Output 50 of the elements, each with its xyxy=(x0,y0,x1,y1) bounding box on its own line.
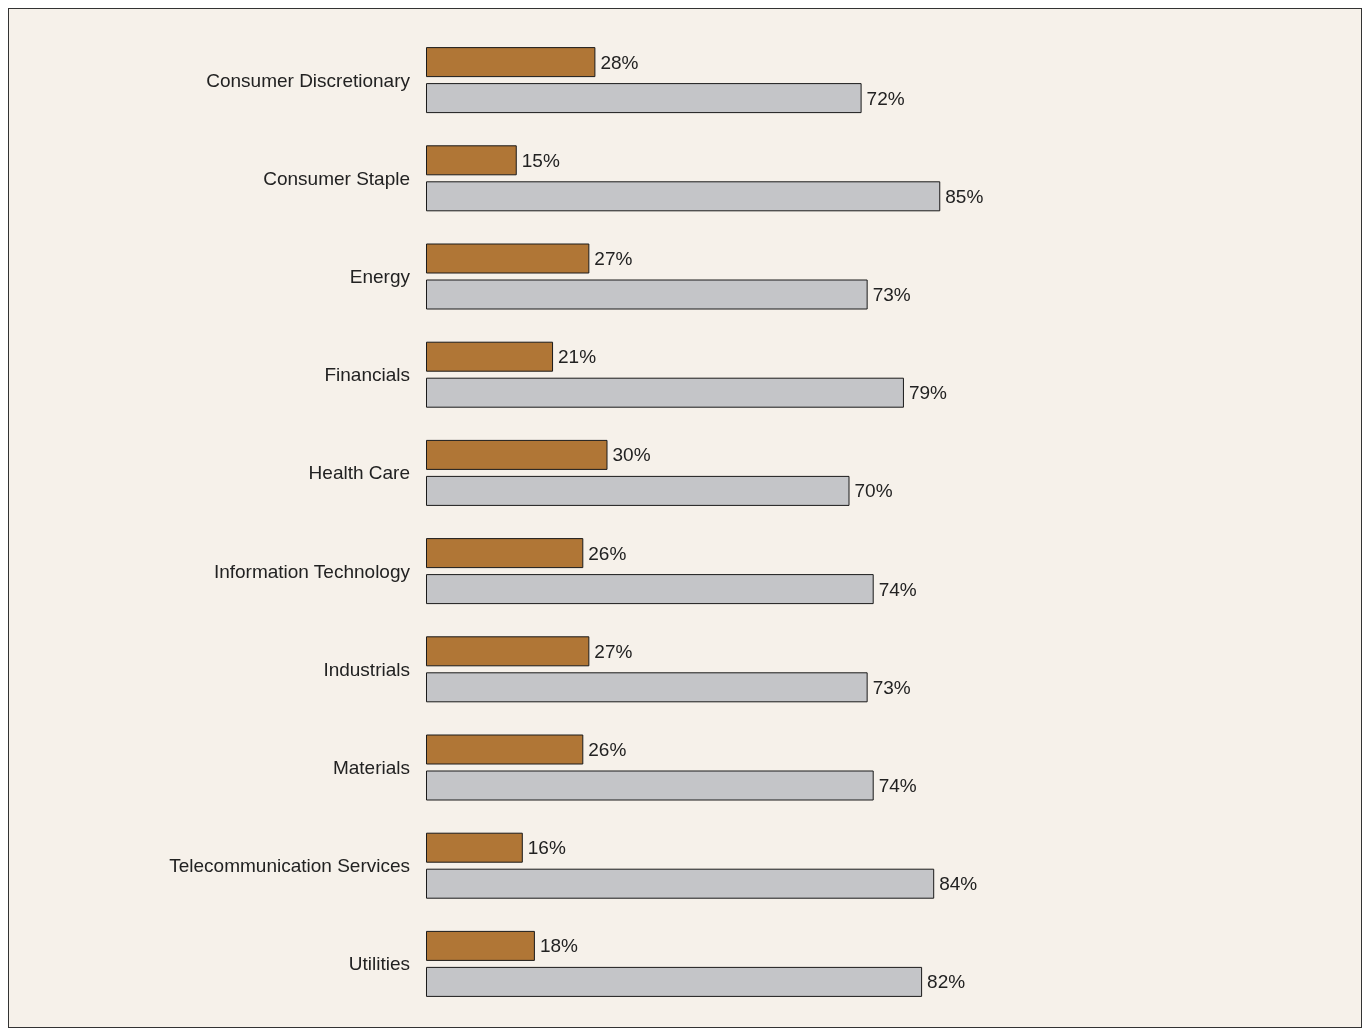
bar xyxy=(426,145,517,176)
bar xyxy=(426,930,535,961)
data-label: 82% xyxy=(927,971,966,993)
bar xyxy=(426,341,554,372)
bar xyxy=(426,574,874,605)
data-label: 74% xyxy=(878,578,917,600)
bar xyxy=(426,832,523,863)
y-tick-label: Health Care xyxy=(308,462,410,484)
data-label: 79% xyxy=(908,382,948,404)
data-label: 26% xyxy=(588,739,627,760)
bar xyxy=(426,636,590,667)
bar xyxy=(426,439,608,470)
bar xyxy=(426,47,596,78)
data-label: 70% xyxy=(854,480,893,502)
data-label: 73% xyxy=(872,676,911,698)
data-label: 27% xyxy=(594,248,633,269)
data-label: 27% xyxy=(594,640,633,662)
bar xyxy=(426,770,874,801)
data-label: 85% xyxy=(945,185,984,207)
bar xyxy=(426,538,584,569)
bar xyxy=(426,181,941,212)
data-label: 18% xyxy=(539,935,579,957)
data-label: 26% xyxy=(588,542,627,564)
bar xyxy=(426,279,868,310)
data-label: 84% xyxy=(939,873,978,895)
y-tick-label: Industrials xyxy=(323,658,410,680)
bar xyxy=(426,966,923,997)
y-tick-label: Telecommunication Services xyxy=(169,855,410,877)
y-tick-label: Materials xyxy=(332,757,410,778)
data-label: 72% xyxy=(866,87,905,109)
data-label: 15% xyxy=(521,149,560,171)
bar xyxy=(426,243,590,274)
bar xyxy=(426,83,862,114)
y-tick-label: Information Technology xyxy=(213,560,411,582)
bar xyxy=(426,868,935,899)
bar xyxy=(426,672,868,703)
bar xyxy=(426,734,584,765)
bar xyxy=(426,475,850,506)
data-label: 28% xyxy=(600,51,639,73)
bar xyxy=(426,377,904,408)
data-label: 74% xyxy=(878,775,917,796)
data-label: 30% xyxy=(612,444,651,466)
y-tick-label: Financials xyxy=(324,364,410,386)
y-tick-label: Utilities xyxy=(348,953,410,975)
y-tick-label: Energy xyxy=(349,266,411,287)
data-label: 16% xyxy=(527,837,566,859)
y-tick-label: Consumer Staple xyxy=(263,167,410,189)
data-label: 21% xyxy=(558,346,597,368)
data-label: 73% xyxy=(872,284,911,305)
y-tick-label: Consumer Discretionary xyxy=(206,69,411,91)
